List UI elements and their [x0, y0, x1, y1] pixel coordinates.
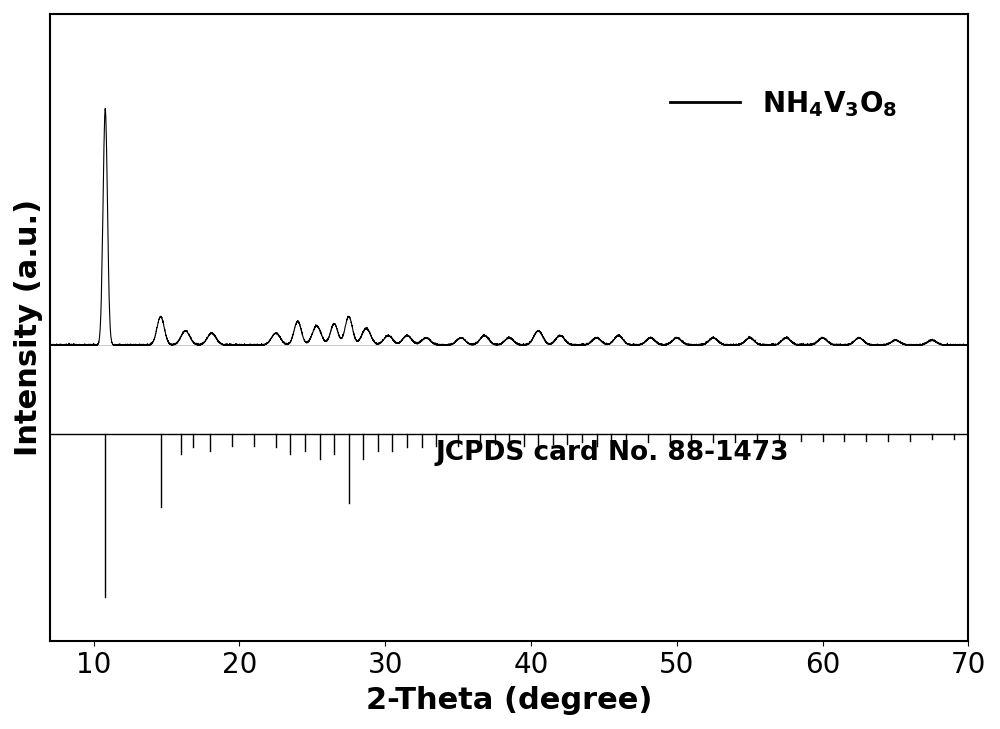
X-axis label: 2-Theta (degree): 2-Theta (degree) [366, 686, 652, 715]
Legend: $\mathbf{NH_4V_3O_8}$: $\mathbf{NH_4V_3O_8}$ [659, 78, 909, 130]
Text: JCPDS card No. 88-1473: JCPDS card No. 88-1473 [436, 440, 789, 466]
Y-axis label: Intensity (a.u.): Intensity (a.u.) [14, 199, 43, 456]
